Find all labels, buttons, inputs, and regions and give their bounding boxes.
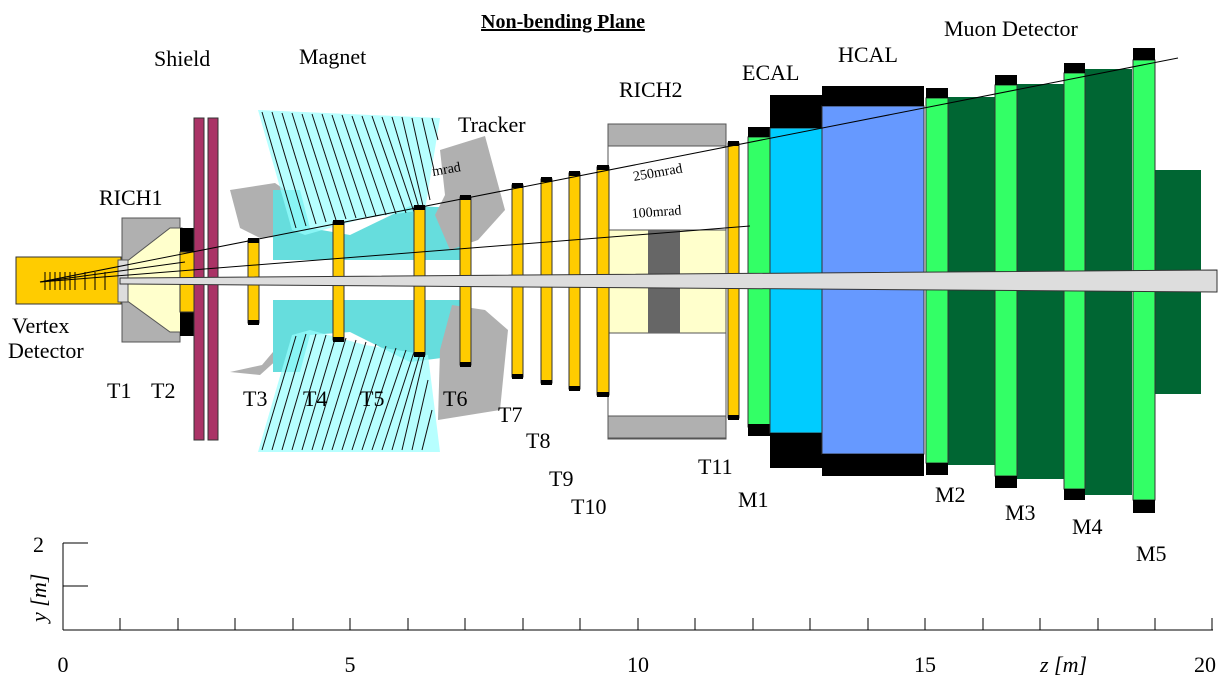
- label-rich1: RICH1: [99, 185, 163, 210]
- ecal-top-support: [770, 95, 822, 128]
- label-mrad-partial: mrad: [431, 160, 462, 180]
- label-t3: T3: [243, 386, 267, 411]
- rich1-photodetector-lower: [180, 312, 196, 336]
- z-axis-label: z [m]: [1039, 652, 1087, 677]
- label-hcal: HCAL: [838, 42, 898, 67]
- label-muon-detector: Muon Detector: [944, 16, 1078, 41]
- label-m1: M1: [738, 487, 769, 512]
- z-tick-20: 20: [1194, 652, 1216, 677]
- label-magnet: Magnet: [299, 44, 366, 69]
- label-t8: T8: [526, 428, 550, 453]
- beam-pipe: [119, 269, 1218, 293]
- rich1-photodetector-upper: [180, 228, 196, 252]
- label-t11: T11: [698, 454, 733, 479]
- diagram-title: Non-bending Plane: [481, 11, 645, 33]
- y-axis-label: y [m]: [26, 574, 51, 624]
- label-ecal: ECAL: [742, 60, 799, 85]
- label-m4: M4: [1072, 514, 1103, 539]
- magnet-hatch-lower: [258, 330, 440, 452]
- tracker-shield-upper: [435, 136, 505, 250]
- vertex-detector: [15, 256, 122, 305]
- label-rich2: RICH2: [619, 77, 683, 102]
- acceptance-lines: [39, 57, 1179, 283]
- label-t7: T7: [498, 402, 522, 427]
- label-m5: M5: [1136, 541, 1167, 566]
- label-t9: T9: [549, 466, 573, 491]
- z-tick-15: 15: [914, 652, 936, 677]
- label-100mrad: 100mrad: [631, 204, 682, 222]
- z-tick-10: 10: [627, 652, 649, 677]
- label-t6: T6: [443, 386, 467, 411]
- rich2-top-plate: [607, 123, 727, 147]
- hcal-top-support: [822, 86, 924, 106]
- rich2-bottom-plate: [607, 415, 727, 439]
- label-vertex: Vertex: [12, 313, 69, 338]
- acceptance-line-inner: [39, 261, 186, 283]
- magnet-hatch-upper: [258, 110, 440, 235]
- z-tick-5: 5: [345, 652, 356, 677]
- label-t4: T4: [303, 386, 327, 411]
- acceptance-line-250mrad: [39, 57, 1179, 283]
- label-t2: T2: [151, 378, 175, 403]
- ecal-bottom-support: [770, 433, 822, 468]
- y-tick-label: 2: [33, 532, 44, 557]
- label-t5: T5: [360, 386, 384, 411]
- acceptance-line-100mrad: [39, 225, 751, 283]
- axes: [62, 542, 1213, 631]
- label-detector: Detector: [8, 338, 84, 363]
- label-tracker: Tracker: [458, 112, 526, 137]
- tracker-shield-lower: [438, 305, 508, 420]
- label-m3: M3: [1005, 500, 1036, 525]
- hcal-bottom-support: [822, 454, 924, 476]
- label-t10: T10: [571, 494, 606, 519]
- label-t1: T1: [107, 378, 131, 403]
- label-m2: M2: [935, 482, 966, 507]
- magnet-hatch-lines: [261, 111, 439, 451]
- label-shield: Shield: [154, 46, 210, 71]
- z-tick-0: 0: [58, 652, 69, 677]
